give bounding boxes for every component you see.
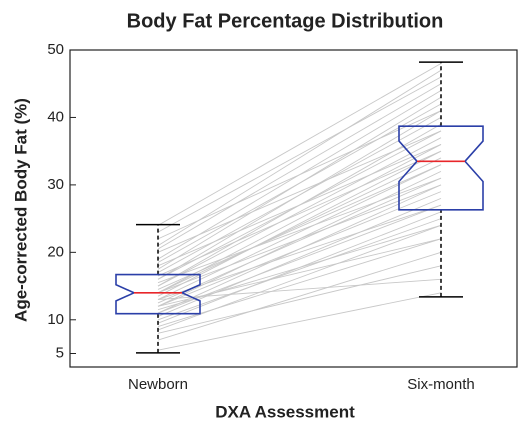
pair-line [157, 292, 442, 351]
y-tick-label: 5 [56, 344, 64, 361]
pair-line [157, 164, 442, 300]
pair-line [157, 117, 442, 273]
chart-title: Body Fat Percentage Distribution [127, 10, 444, 32]
x-axis-label: DXA Assessment [215, 402, 355, 421]
pair-line [157, 144, 442, 267]
pair-line [157, 150, 442, 297]
y-tick-label: 30 [47, 176, 64, 193]
pair-line [157, 278, 442, 301]
pair-line [157, 137, 442, 287]
pair-line [157, 197, 442, 317]
pair-line [157, 110, 442, 240]
pair-line [157, 204, 442, 300]
pair-line [157, 224, 442, 331]
y-axis-label: Age-corrected Body Fat (%) [11, 98, 30, 322]
pair-line [157, 224, 442, 311]
pair-line [157, 184, 442, 294]
pair-line [157, 251, 442, 341]
pair-line [157, 63, 442, 226]
box [398, 125, 484, 211]
pair-line [157, 218, 442, 321]
plot-frame [69, 49, 518, 368]
y-tick-label: 10 [47, 311, 64, 328]
pair-line [157, 103, 442, 263]
pair-line [157, 177, 442, 284]
pair-line [157, 76, 442, 233]
pair-line [157, 157, 442, 294]
pair-line [157, 177, 442, 304]
pair-line [157, 144, 442, 294]
pair-line [157, 238, 442, 327]
pair-line [157, 69, 442, 246]
pair-line [157, 164, 442, 290]
x-tick-label: Newborn [128, 376, 188, 393]
y-tick-label: 40 [47, 108, 64, 125]
x-tick-label: Six-month [407, 376, 475, 393]
y-tick-label: 50 [47, 41, 64, 58]
pair-line [157, 265, 442, 334]
pair-line [157, 130, 442, 253]
pair-line [157, 83, 442, 250]
box [115, 273, 201, 315]
pair-line [157, 150, 442, 277]
y-tick-label: 20 [47, 243, 64, 260]
pair-line [157, 238, 442, 307]
pair-line [157, 191, 442, 307]
